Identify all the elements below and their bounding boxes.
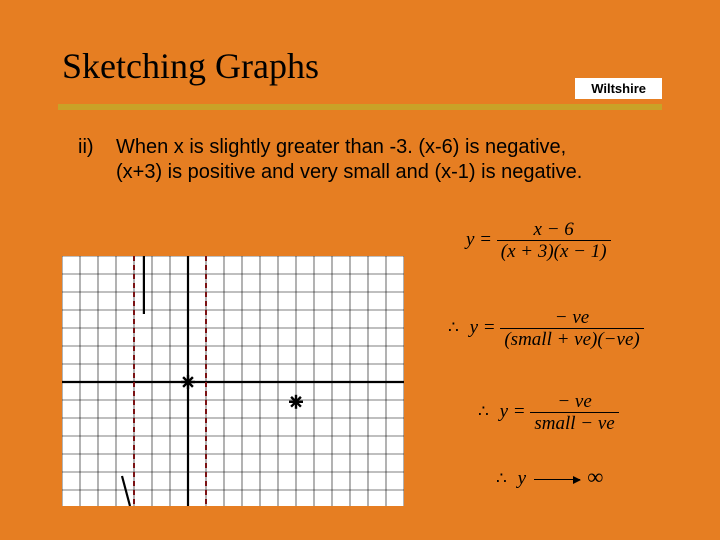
eq3-lhs: y = (500, 401, 526, 422)
equation-3: ∴ y = − ve small − ve (478, 392, 619, 433)
graph-svg (62, 256, 404, 506)
label-box: Wiltshire (575, 78, 662, 99)
eq1-den: (x + 3)(x − 1) (497, 241, 611, 261)
body-text: ii)When x is slightly greater than -3. (… (78, 135, 678, 185)
page-title: Sketching Graphs (62, 45, 319, 87)
equation-4: ∴ y ∞ (496, 466, 603, 488)
eq4-rhs: ∞ (588, 464, 604, 489)
equation-2: ∴ y = − ve (small + ve)(−ve) (448, 308, 644, 349)
eq2-num: − ve (500, 308, 643, 329)
therefore-icon: ∴ (496, 469, 507, 488)
indent-spacer (78, 160, 116, 185)
title-underline (58, 104, 662, 110)
eq2-fraction: − ve (small + ve)(−ve) (500, 308, 643, 349)
eq2-lhs: y = (470, 317, 496, 338)
eq1-lhs: y = (466, 229, 492, 250)
graph-panel (62, 256, 404, 506)
body-line2: (x+3) is positive and very small and (x-… (116, 161, 582, 183)
eq3-num: − ve (530, 392, 618, 413)
therefore-icon: ∴ (478, 402, 489, 421)
equation-1: y = x − 6 (x + 3)(x − 1) (466, 220, 611, 261)
therefore-icon: ∴ (448, 318, 459, 337)
eq1-fraction: x − 6 (x + 3)(x − 1) (497, 220, 611, 261)
eq1-num: x − 6 (497, 220, 611, 241)
eq4-lhs: y (518, 468, 526, 489)
eq2-den: (small + ve)(−ve) (500, 329, 643, 349)
eq3-den: small − ve (530, 413, 618, 433)
list-marker: ii) (78, 135, 116, 160)
body-line1: When x is slightly greater than -3. (x-6… (116, 136, 566, 158)
arrow-icon (534, 479, 580, 480)
eq3-fraction: − ve small − ve (530, 392, 618, 433)
